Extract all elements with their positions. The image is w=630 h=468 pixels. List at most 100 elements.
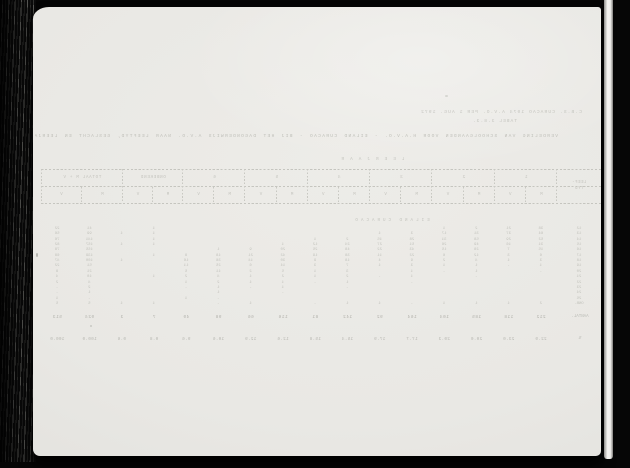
leerjaar-span-header: LEERJAAR: [335, 157, 405, 162]
body-cell: 5: [55, 301, 59, 306]
leerjaar-group-label: 5: [274, 176, 279, 180]
percent-cell: 10.6: [212, 337, 225, 342]
totals-cell: 92: [376, 315, 383, 320]
totals-cell: 104: [439, 315, 449, 320]
body-cell: -: [410, 301, 414, 306]
totals-cell: 142: [342, 315, 353, 320]
body-cell: 1: [249, 301, 252, 306]
leerjaar-group-label: 3: [399, 176, 403, 180]
island-caption: EILAND CURACAO: [352, 219, 430, 223]
sex-separator: [81, 187, 83, 203]
body-cell: 1: [120, 259, 123, 264]
percent-cell: 15.8: [309, 337, 321, 342]
sex-header-cell: V: [136, 192, 140, 197]
table-rule-bottom: [41, 203, 601, 204]
sex-header-cell: M: [540, 192, 543, 197]
totals-cell: 98: [215, 315, 222, 320]
body-cell: 1: [120, 232, 123, 237]
sex-separator: [462, 187, 464, 203]
sex-header-cell: V: [322, 192, 325, 197]
facing-page-edge: [604, 0, 613, 459]
stub-header-leeftyd: LEEF- TYD: [557, 171, 601, 201]
totals-cell: 49: [182, 315, 190, 320]
percent-cell: 0.8: [149, 337, 159, 342]
table-number-line: TABEL 3.8.3.: [471, 119, 517, 124]
sex-separator: [337, 187, 339, 203]
body-cell: -: [281, 291, 285, 296]
percent-cell: 22.9: [535, 337, 547, 342]
sex-header-cell: M: [166, 192, 170, 197]
sex-header-cell: M: [415, 192, 419, 197]
totals-cell: 3: [120, 315, 124, 320]
body-cell: 1: [152, 253, 156, 258]
body-cell: 1: [507, 301, 510, 306]
leerjaar-group-label: ONBEKEND: [140, 176, 166, 180]
body-cell: -: [442, 269, 446, 274]
percent-cell: 23.0: [502, 337, 515, 342]
body-cell: 1: [378, 264, 381, 269]
percent-cell: 17.9: [373, 337, 386, 342]
body-cell: 2: [539, 301, 543, 306]
body-cell: 1: [120, 243, 123, 248]
body-cell: -: [346, 285, 349, 290]
body-cell: -: [475, 275, 478, 280]
body-cell: -: [184, 285, 188, 290]
totals-cell: 164: [407, 315, 417, 320]
percent-cell: 12.9: [244, 337, 257, 342]
leerjaar-group-label: 6: [212, 176, 216, 180]
percent-cell: 12.6: [277, 337, 289, 342]
table-title-line: VERDELING VAN SCHOOLGAANDEN VOOR H.A.V.O…: [35, 134, 558, 139]
body-cell: -: [249, 285, 252, 290]
body-cell: -: [410, 280, 414, 285]
totals-cell: 185: [471, 315, 482, 320]
body-cell: -: [313, 301, 317, 306]
percent-cell: 100.0: [49, 337, 65, 342]
scanned-page: C.B.S. CURACAO 1974 A.V.O. PER 1 AUG. 19…: [33, 7, 601, 456]
sex-separator: [275, 187, 277, 203]
bureau-stamp-line: C.B.S. CURACAO 1974 A.V.O. PER 1 AUG. 19…: [420, 110, 582, 115]
sex-header-cell: V: [197, 192, 200, 197]
mirrored-page-content: C.B.S. CURACAO 1974 A.V.O. PER 1 AUG. 19…: [33, 7, 601, 456]
body-cell: 1: [152, 275, 156, 280]
sex-header-cell: M: [228, 192, 232, 197]
totals-cell: 212: [536, 315, 546, 320]
totals-cell: 7: [152, 315, 156, 320]
percent-cell: 20.3: [438, 337, 450, 342]
leerjaar-group-label: 1: [524, 176, 528, 180]
sex-header-cell: V: [446, 192, 450, 197]
totals-row-label: AANTAL.: [571, 315, 589, 319]
body-cell: 1: [442, 301, 446, 306]
body-cell: 1: [184, 296, 188, 301]
body-cell: 1: [475, 301, 478, 306]
totals-cell: 513: [52, 315, 62, 320]
leerjaar-group-label: 2: [461, 176, 466, 180]
percent-cell: 100.0: [82, 337, 97, 342]
sex-header-cell: M: [290, 192, 294, 197]
percent-cell: 9.6: [181, 337, 191, 342]
sex-separator: [400, 187, 402, 203]
body-cell: 1: [152, 301, 156, 306]
sex-header-cell: V: [60, 192, 63, 197]
percent-cell: 0.6: [117, 337, 126, 342]
body-cell: 1: [120, 301, 123, 306]
totals-cell: 116: [278, 315, 288, 320]
body-cell: 5: [88, 301, 91, 306]
statistical-table: LEERJAAR LEEF- TYD EILAND CURACAO 1 M V 2 M V…: [41, 157, 601, 357]
body-cell: 1: [346, 301, 349, 306]
table-edge-separator: [41, 169, 42, 203]
body-cell: -: [507, 264, 510, 269]
leerjaar-group-label: TOTAAL M + V: [62, 176, 102, 180]
sex-header-cell: V: [259, 192, 263, 197]
age-label: ONB.: [574, 301, 584, 306]
sex-header-cell: M: [101, 192, 104, 197]
dust-speck: [90, 325, 92, 327]
body-cell: 1: [378, 301, 381, 306]
sex-separator: [213, 187, 215, 203]
percent-row-label: %: [578, 337, 582, 341]
body-cell: -: [539, 269, 543, 274]
book-page-stack-edge: [0, 0, 36, 462]
leerjaar-group-label: 4: [337, 176, 341, 180]
totals-cell: 118: [503, 315, 514, 320]
sex-separator: [524, 187, 526, 203]
